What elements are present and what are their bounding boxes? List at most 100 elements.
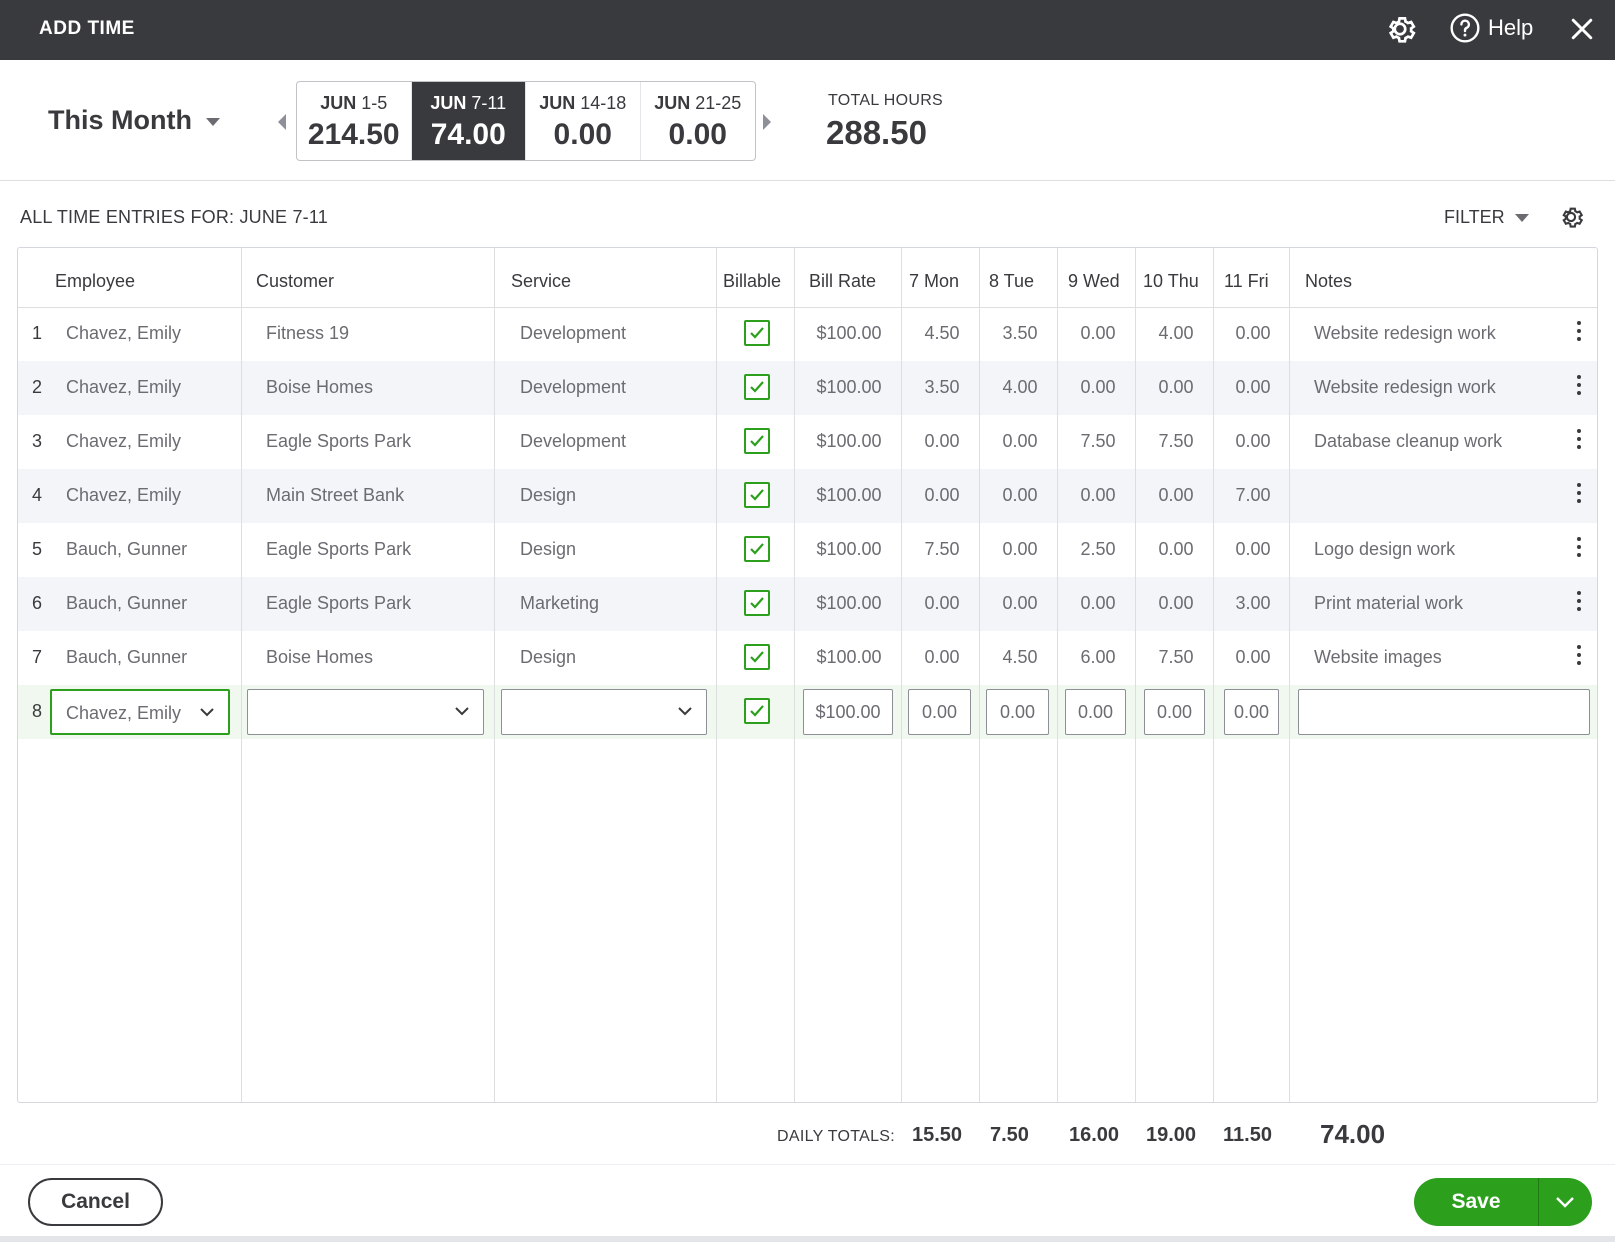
hours-fri-input[interactable]: [1224, 689, 1279, 735]
employee-cell[interactable]: Chavez, Emily: [66, 377, 182, 397]
employee-cell[interactable]: Chavez, Emily: [66, 431, 182, 451]
column-header-notes[interactable]: Notes: [1305, 271, 1353, 291]
hours-fri-cell[interactable]: 0.00: [1235, 323, 1271, 343]
employee-cell[interactable]: Bauch, Gunner: [66, 539, 188, 559]
row-menu-kebab-icon[interactable]: [1575, 321, 1583, 345]
save-options-button[interactable]: [1539, 1178, 1592, 1226]
column-header-billable[interactable]: Billable: [723, 271, 782, 291]
hours-thu-cell[interactable]: 0.00: [1158, 593, 1194, 613]
hours-tue-cell[interactable]: 0.00: [1002, 539, 1038, 559]
hours-tue-cell[interactable]: 0.00: [1002, 593, 1038, 613]
employee-cell[interactable]: Chavez, Emily: [66, 323, 182, 343]
employee-select[interactable]: Chavez, Emily: [50, 689, 230, 735]
next-week-arrow-icon[interactable]: [763, 114, 771, 130]
service-cell[interactable]: Design: [520, 539, 577, 559]
hours-thu-cell[interactable]: 0.00: [1158, 539, 1194, 559]
hours-wed-cell[interactable]: 6.00: [1080, 647, 1116, 667]
row-menu-kebab-icon[interactable]: [1575, 483, 1583, 507]
billable-checkbox[interactable]: [744, 536, 770, 562]
hours-mon-cell[interactable]: 3.50: [924, 377, 960, 397]
service-cell[interactable]: Design: [520, 485, 577, 505]
hours-fri-cell[interactable]: 0.00: [1235, 431, 1271, 451]
hours-tue-cell[interactable]: 4.00: [1002, 377, 1038, 397]
hours-thu-cell[interactable]: 7.50: [1158, 647, 1194, 667]
service-select[interactable]: [501, 689, 707, 735]
hours-fri-cell[interactable]: 3.00: [1235, 593, 1271, 613]
row-menu-kebab-icon[interactable]: [1575, 537, 1583, 561]
hours-fri-cell[interactable]: 0.00: [1235, 647, 1271, 667]
bill-rate-cell[interactable]: $100.00: [816, 485, 882, 505]
bill-rate-cell[interactable]: $100.00: [816, 323, 882, 343]
column-header-employee[interactable]: Employee: [55, 271, 136, 291]
bill-rate-cell[interactable]: $100.00: [816, 377, 882, 397]
table-row[interactable]: 6 Bauch, Gunner Eagle Sports Park Market…: [18, 577, 1597, 631]
service-cell[interactable]: Marketing: [520, 593, 600, 613]
notes-cell[interactable]: Database cleanup work: [1314, 431, 1503, 451]
billable-checkbox[interactable]: [744, 374, 770, 400]
hours-wed-cell[interactable]: 7.50: [1080, 431, 1116, 451]
billable-checkbox[interactable]: [744, 320, 770, 346]
bill-rate-cell[interactable]: $100.00: [816, 539, 882, 559]
employee-cell[interactable]: Bauch, Gunner: [66, 647, 188, 667]
hours-tue-input[interactable]: [986, 689, 1049, 735]
week-tab-1[interactable]: JUN 1-5 214.50: [297, 82, 412, 160]
week-tab-3[interactable]: JUN 14-18 0.00: [526, 82, 641, 160]
billable-checkbox[interactable]: [744, 482, 770, 508]
period-dropdown[interactable]: This Month: [48, 105, 220, 136]
notes-cell[interactable]: Website redesign work: [1314, 377, 1496, 397]
hours-wed-cell[interactable]: 0.00: [1080, 323, 1116, 343]
row-menu-kebab-icon[interactable]: [1575, 645, 1583, 669]
row-menu-kebab-icon[interactable]: [1575, 375, 1583, 399]
column-header-mon[interactable]: 7 Mon: [909, 271, 960, 291]
notes-cell[interactable]: Logo design work: [1314, 539, 1456, 559]
bill-rate-cell[interactable]: $100.00: [816, 431, 882, 451]
close-icon[interactable]: [1567, 14, 1597, 44]
notes-input[interactable]: [1298, 689, 1590, 735]
hours-fri-cell[interactable]: 7.00: [1235, 485, 1271, 505]
previous-week-arrow-icon[interactable]: [278, 114, 286, 130]
customer-select[interactable]: [247, 689, 484, 735]
new-entry-row[interactable]: 8 Chavez, Emily: [18, 685, 1597, 739]
hours-wed-cell[interactable]: 0.00: [1080, 485, 1116, 505]
employee-cell[interactable]: Bauch, Gunner: [66, 593, 188, 613]
notes-cell[interactable]: Website redesign work: [1314, 323, 1496, 343]
help-link[interactable]: Help: [1488, 15, 1534, 40]
settings-gear-icon[interactable]: [1382, 11, 1418, 47]
customer-cell[interactable]: Eagle Sports Park: [266, 431, 412, 451]
hours-fri-cell[interactable]: 0.00: [1235, 377, 1271, 397]
table-row[interactable]: 5 Bauch, Gunner Eagle Sports Park Design…: [18, 523, 1597, 577]
billable-checkbox[interactable]: [744, 698, 770, 724]
bill-rate-cell[interactable]: $100.00: [816, 647, 882, 667]
notes-cell[interactable]: Website images: [1314, 647, 1442, 667]
service-cell[interactable]: Design: [520, 647, 577, 667]
column-header-customer[interactable]: Customer: [256, 271, 335, 291]
column-header-tue[interactable]: 8 Tue: [989, 271, 1035, 291]
hours-thu-cell[interactable]: 4.00: [1158, 323, 1194, 343]
table-row[interactable]: 3 Chavez, Emily Eagle Sports Park Develo…: [18, 415, 1597, 469]
filter-dropdown[interactable]: FILTER: [1444, 207, 1529, 228]
notes-cell[interactable]: Print material work: [1314, 593, 1464, 613]
hours-mon-input[interactable]: [908, 689, 971, 735]
bill-rate-input[interactable]: [803, 689, 893, 735]
hours-thu-cell[interactable]: 7.50: [1158, 431, 1194, 451]
table-row[interactable]: 7 Bauch, Gunner Boise Homes Design $100.…: [18, 631, 1597, 685]
hours-mon-cell[interactable]: 7.50: [924, 539, 960, 559]
hours-thu-cell[interactable]: 0.00: [1158, 485, 1194, 505]
help-icon[interactable]: [1449, 12, 1481, 44]
customer-cell[interactable]: Main Street Bank: [266, 485, 405, 505]
hours-mon-cell[interactable]: 0.00: [924, 647, 960, 667]
hours-tue-cell[interactable]: 3.50: [1002, 323, 1038, 343]
hours-wed-cell[interactable]: 0.00: [1080, 593, 1116, 613]
customer-cell[interactable]: Eagle Sports Park: [266, 593, 412, 613]
column-header-bill-rate[interactable]: Bill Rate: [809, 271, 877, 291]
save-button[interactable]: Save: [1451, 1190, 1501, 1213]
customer-cell[interactable]: Boise Homes: [266, 377, 374, 397]
billable-checkbox[interactable]: [744, 644, 770, 670]
column-header-wed[interactable]: 9 Wed: [1068, 271, 1120, 291]
hours-tue-cell[interactable]: 0.00: [1002, 431, 1038, 451]
bill-rate-cell[interactable]: $100.00: [816, 593, 882, 613]
row-menu-kebab-icon[interactable]: [1575, 591, 1583, 615]
service-cell[interactable]: Development: [520, 431, 627, 451]
table-row[interactable]: 4 Chavez, Emily Main Street Bank Design …: [18, 469, 1597, 523]
table-settings-gear-icon[interactable]: [1557, 203, 1585, 231]
